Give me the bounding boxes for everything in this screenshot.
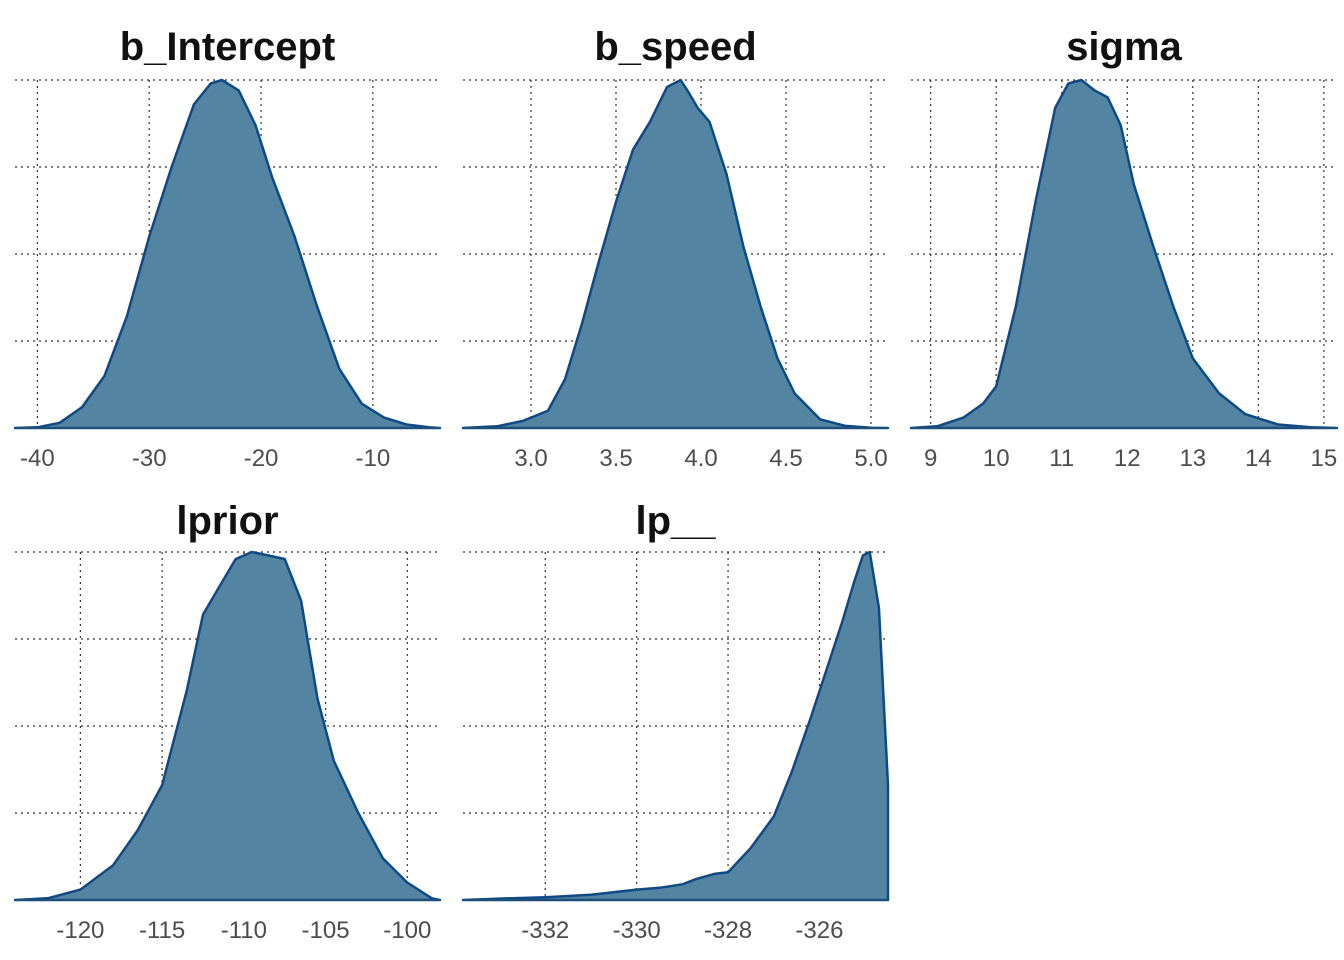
panel-title: lp__ xyxy=(635,499,716,543)
panel-2: 3.0 3.5 4.0 4.5 5.0 b_speed xyxy=(461,25,890,472)
panel-title: sigma xyxy=(1066,25,1182,69)
x-tick-label: -10 xyxy=(356,445,391,472)
panel-1: -40 -30 -20 -10 b_Intercept xyxy=(13,25,442,472)
x-tick-label: 11 xyxy=(1049,445,1074,472)
x-tick-label: 4.5 xyxy=(769,445,802,472)
x-tick-label: 13 xyxy=(1179,445,1206,472)
panel-title: b_Intercept xyxy=(120,25,336,69)
x-tick-label: 9 xyxy=(924,445,937,472)
x-tick-label: -115 xyxy=(139,917,185,944)
x-tick-label: -110 xyxy=(221,917,267,944)
x-tick-label: 3.5 xyxy=(599,445,632,472)
x-tick-label: 10 xyxy=(983,445,1010,472)
x-tick-label: -30 xyxy=(132,445,167,472)
panel-3: 9 10 11 12 13 14 15 sigma xyxy=(909,25,1339,472)
x-tick-label: 4.0 xyxy=(684,445,717,472)
x-tick-label: -105 xyxy=(302,917,350,944)
density-curve xyxy=(13,78,442,430)
panel-title: lprior xyxy=(176,499,278,543)
x-tick-label: -330 xyxy=(613,917,661,944)
x-tick-label: 14 xyxy=(1245,445,1272,472)
x-tick-label: 3.0 xyxy=(514,445,547,472)
x-tick-label: -120 xyxy=(56,917,104,944)
x-tick-label: 15 xyxy=(1311,445,1338,472)
density-curve xyxy=(13,550,442,902)
panel-5: -332 -330 -328 -326 lp__ xyxy=(461,499,890,944)
panel-title: b_speed xyxy=(594,25,756,69)
x-tick-label: -328 xyxy=(704,917,752,944)
density-curve xyxy=(461,78,890,430)
x-tick-label: -20 xyxy=(244,445,279,472)
x-tick-label: -100 xyxy=(383,917,431,944)
x-tick-label: -332 xyxy=(521,917,569,944)
density-curve xyxy=(909,78,1339,430)
x-tick-label: -326 xyxy=(795,917,843,944)
x-tick-label: 5.0 xyxy=(854,445,887,472)
x-tick-label: -40 xyxy=(20,445,55,472)
density-curve xyxy=(461,550,890,902)
x-tick-label: 12 xyxy=(1114,445,1141,472)
panel-4: -120 -115 -110 -105 -100 lprior xyxy=(13,499,442,944)
